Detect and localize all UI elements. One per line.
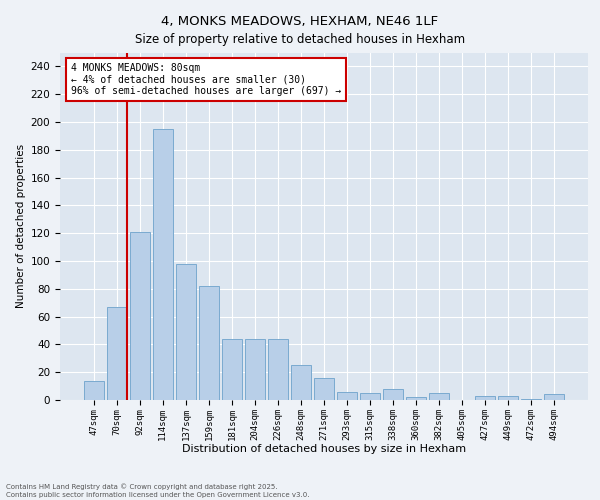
Bar (107, 307, 127, 400)
Bar (199, 286, 218, 400)
Bar (245, 339, 265, 400)
Bar (360, 393, 380, 400)
Bar (130, 232, 149, 400)
Bar (314, 378, 334, 400)
Text: Contains HM Land Registry data © Crown copyright and database right 2025.
Contai: Contains HM Land Registry data © Crown c… (6, 484, 310, 498)
Bar (475, 396, 495, 400)
Y-axis label: Number of detached properties: Number of detached properties (16, 144, 26, 308)
Bar (176, 264, 196, 400)
Text: 4 MONKS MEADOWS: 80sqm
← 4% of detached houses are smaller (30)
96% of semi-deta: 4 MONKS MEADOWS: 80sqm ← 4% of detached … (71, 63, 341, 96)
Bar (406, 397, 426, 400)
Bar (291, 365, 311, 400)
X-axis label: Distribution of detached houses by size in Hexham: Distribution of detached houses by size … (182, 444, 466, 454)
Bar (153, 129, 173, 400)
Text: Size of property relative to detached houses in Hexham: Size of property relative to detached ho… (135, 32, 465, 46)
Bar (337, 392, 357, 400)
Bar (499, 396, 518, 400)
Bar (84, 380, 104, 400)
Bar (383, 389, 403, 400)
Text: 4, MONKS MEADOWS, HEXHAM, NE46 1LF: 4, MONKS MEADOWS, HEXHAM, NE46 1LF (161, 15, 439, 28)
Bar (268, 339, 288, 400)
Bar (222, 339, 242, 400)
Bar (521, 398, 541, 400)
Bar (430, 393, 449, 400)
Bar (544, 394, 564, 400)
